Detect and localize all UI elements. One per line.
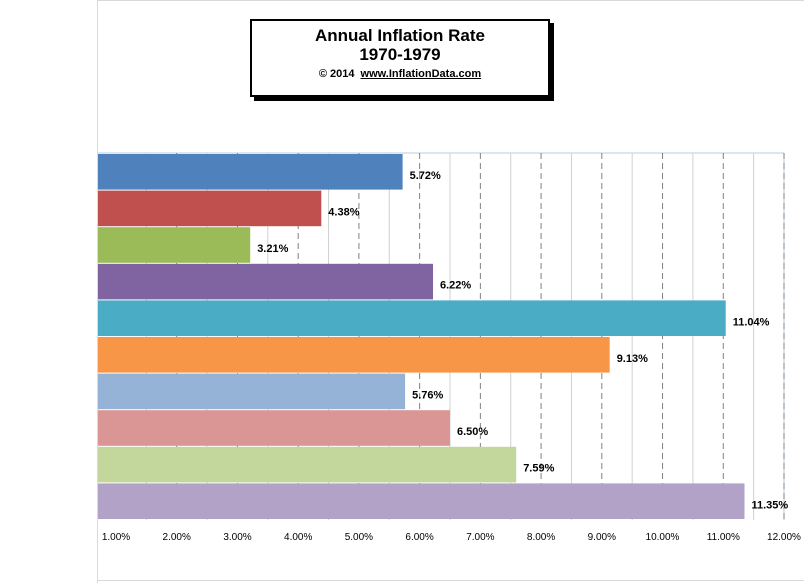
- bar-data-label: 3.21%: [257, 243, 288, 255]
- chart-title-box: Annual Inflation Rate 1970-1979 © 2014 ww…: [250, 19, 550, 97]
- bar-data-label: 9.13%: [617, 353, 648, 365]
- bar-data-label: 6.22%: [440, 280, 471, 292]
- bar[interactable]: [98, 337, 610, 373]
- x-tick-label: 5.00%: [345, 532, 373, 543]
- x-tick-label: 2.00%: [163, 532, 191, 543]
- bar-data-label: 5.76%: [412, 390, 443, 402]
- x-tick-label: 11.00%: [707, 532, 740, 543]
- bar[interactable]: [98, 373, 406, 410]
- bar-data-label: 7.59%: [523, 463, 554, 475]
- bar-data-label: 11.04%: [733, 316, 770, 328]
- x-tick-label: 3.00%: [223, 532, 251, 543]
- bar[interactable]: [98, 227, 251, 263]
- bar-data-label: 6.50%: [457, 426, 488, 438]
- x-tick-label: 12.00%: [767, 532, 801, 543]
- x-tick-label: 9.00%: [588, 532, 616, 543]
- bar[interactable]: [98, 154, 403, 190]
- chart-title: Annual Inflation Rate: [315, 26, 485, 45]
- credit-link[interactable]: www.InflationData.com: [360, 68, 482, 80]
- bar-data-label: 4.38%: [328, 207, 359, 219]
- chart-frame-bottom: [97, 580, 804, 581]
- bar[interactable]: [98, 446, 517, 483]
- x-tick-label: 8.00%: [527, 532, 555, 543]
- bar[interactable]: [98, 190, 322, 227]
- chart-credit: © 2014 www.InflationData.com: [252, 68, 548, 80]
- x-tick-label: 7.00%: [466, 532, 494, 543]
- bar-data-label: 5.72%: [410, 170, 441, 182]
- x-tick-label: 10.00%: [646, 532, 680, 543]
- chart-frame-top: [97, 0, 804, 1]
- bar-data-label: 11.35%: [752, 499, 789, 511]
- bar[interactable]: [98, 483, 745, 519]
- x-tick-label: 1.00%: [102, 532, 130, 543]
- chart-frame: [97, 0, 804, 583]
- bar[interactable]: [98, 263, 433, 300]
- x-tick-label: 4.00%: [284, 532, 312, 543]
- bar[interactable]: [98, 410, 450, 446]
- x-tick-label: 6.00%: [405, 532, 433, 543]
- credit-prefix: © 2014: [318, 68, 355, 80]
- chart-subtitle: 1970-1979: [359, 45, 441, 64]
- bar[interactable]: [98, 300, 726, 336]
